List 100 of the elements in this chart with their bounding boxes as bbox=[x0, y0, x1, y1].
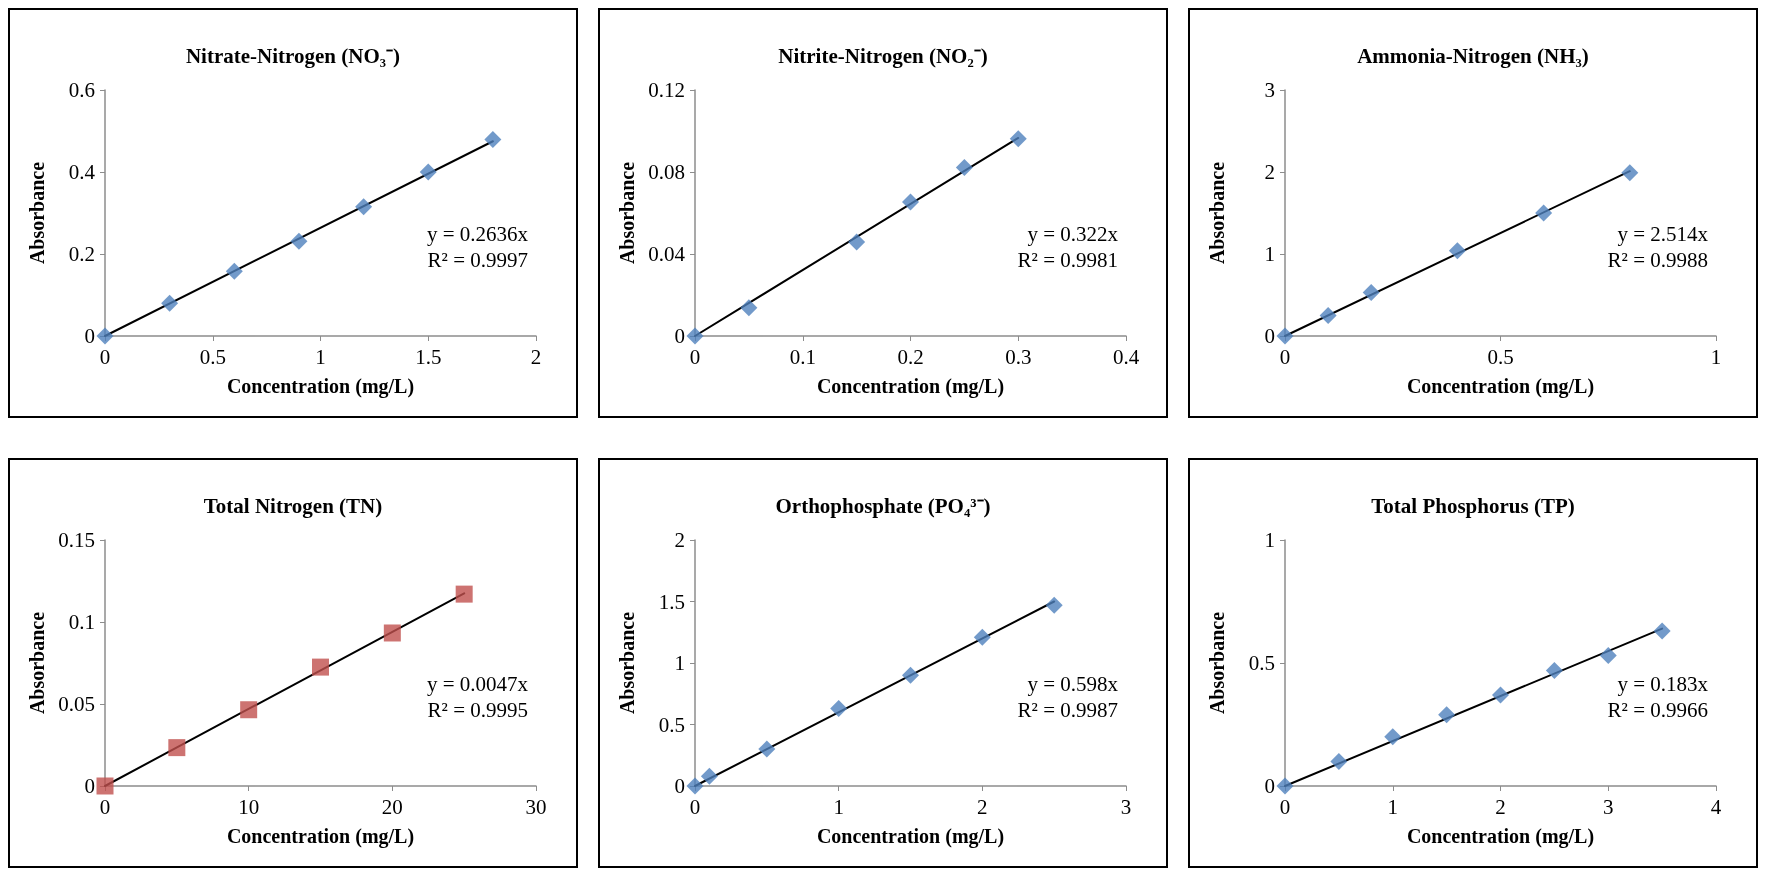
y-tick-label: 0.15 bbox=[58, 528, 95, 552]
x-axis-title: Concentration (mg/L) bbox=[816, 825, 1005, 848]
point bbox=[955, 158, 973, 176]
y-axis-title: Absorbance bbox=[616, 611, 638, 715]
point bbox=[419, 163, 437, 181]
y-tick-label: 0 bbox=[1264, 324, 1275, 348]
y-tick-label: 2 bbox=[1264, 160, 1275, 184]
point bbox=[902, 193, 919, 211]
point bbox=[1330, 752, 1348, 770]
x-axis-title: Concentration (mg/L) bbox=[226, 825, 415, 848]
point bbox=[1448, 242, 1466, 260]
annotation: y = 0.2636x bbox=[426, 221, 529, 246]
x-tick-label: 3 bbox=[1603, 794, 1614, 819]
y-tick-label: 0.2 bbox=[68, 242, 95, 266]
x-tick-label: 0.4 bbox=[1112, 344, 1140, 369]
chart-title: Total Phosphorus (TP) bbox=[1371, 493, 1575, 518]
annotation: y = 0.322x bbox=[1027, 221, 1119, 246]
point bbox=[1545, 661, 1563, 679]
point bbox=[355, 198, 373, 216]
point bbox=[168, 739, 186, 757]
point bbox=[830, 700, 848, 718]
annotation: y = 2.514x bbox=[1617, 221, 1709, 246]
point bbox=[700, 767, 718, 785]
y-tick-label: 0.5 bbox=[1248, 651, 1275, 675]
y-tick-label: 0 bbox=[674, 774, 685, 798]
point bbox=[240, 701, 258, 719]
y-axis-title: Absorbance bbox=[1206, 611, 1228, 715]
y-tick-label: 0.04 bbox=[648, 242, 686, 266]
point bbox=[1535, 204, 1553, 222]
x-axis-title: Concentration (mg/L) bbox=[1406, 825, 1595, 848]
y-tick-label: 0.08 bbox=[648, 160, 685, 184]
x-tick-label: 4 bbox=[1710, 794, 1722, 819]
x-tick-label: 1 bbox=[833, 794, 844, 819]
x-axis-title: Concentration (mg/L) bbox=[226, 375, 415, 398]
point bbox=[1492, 686, 1509, 704]
y-tick-label: 0 bbox=[84, 774, 95, 798]
chart-title: Ammonia-Nitrogen (NH₃) bbox=[1357, 43, 1589, 68]
x-axis-title: Concentration (mg/L) bbox=[816, 375, 1005, 398]
point bbox=[225, 262, 243, 280]
x-tick-label: 2 bbox=[530, 344, 542, 369]
point bbox=[383, 624, 401, 642]
point bbox=[1276, 327, 1294, 345]
point bbox=[484, 131, 502, 149]
y-tick-label: 1 bbox=[674, 651, 685, 675]
x-tick-label: 1 bbox=[315, 344, 326, 369]
point bbox=[455, 585, 473, 603]
annotation: R² = 0.9997 bbox=[427, 247, 529, 272]
x-axis-title: Concentration (mg/L) bbox=[1406, 375, 1595, 398]
point bbox=[973, 628, 991, 646]
x-tick-label: 2 bbox=[977, 794, 988, 819]
y-tick-label: 0.05 bbox=[58, 692, 95, 716]
point bbox=[1276, 777, 1294, 795]
y-tick-label: 1 bbox=[1264, 528, 1275, 552]
x-tick-label: 0.1 bbox=[789, 344, 816, 369]
point bbox=[1384, 728, 1402, 746]
chart-title: Orthophosphate (PO₄³⁻) bbox=[775, 493, 991, 518]
annotation: y = 0.598x bbox=[1027, 671, 1119, 696]
point bbox=[96, 327, 114, 345]
point bbox=[1319, 307, 1337, 324]
point bbox=[1621, 164, 1639, 182]
y-tick-label: 0.6 bbox=[68, 78, 95, 102]
x-tick-label: 0.5 bbox=[199, 344, 226, 369]
point bbox=[1599, 647, 1617, 665]
annotation: R² = 0.9981 bbox=[1017, 247, 1119, 272]
point bbox=[848, 233, 866, 251]
y-tick-label: 0 bbox=[1264, 774, 1275, 798]
x-tick-label: 30 bbox=[525, 794, 547, 819]
x-tick-label: 0.2 bbox=[897, 344, 924, 369]
point bbox=[1438, 706, 1456, 724]
annotation: R² = 0.9966 bbox=[1607, 697, 1709, 722]
point bbox=[686, 327, 704, 345]
chart-title: Nitrite-Nitrogen (NO₂⁻) bbox=[778, 43, 988, 68]
point bbox=[1362, 284, 1380, 302]
annotation: R² = 0.9995 bbox=[427, 697, 529, 722]
x-tick-label: 20 bbox=[381, 794, 403, 819]
y-tick-label: 0.5 bbox=[658, 712, 685, 737]
x-tick-label: 0.3 bbox=[1005, 344, 1032, 369]
y-tick-label: 0.1 bbox=[68, 610, 95, 634]
point bbox=[758, 740, 776, 758]
y-axis-title: Absorbance bbox=[616, 161, 638, 265]
y-tick-label: 0 bbox=[674, 324, 685, 348]
point bbox=[161, 294, 179, 312]
point bbox=[290, 232, 308, 250]
y-tick-label: 0 bbox=[84, 324, 95, 348]
annotation: R² = 0.9988 bbox=[1607, 247, 1709, 272]
x-tick-label: 0.5 bbox=[1487, 344, 1514, 369]
chart-title: Total Nitrogen (TN) bbox=[203, 493, 383, 518]
y-tick-label: 1 bbox=[1264, 242, 1275, 266]
y-axis-title: Absorbance bbox=[1206, 161, 1228, 265]
y-tick-label: 1.5 bbox=[658, 589, 685, 614]
chart-title: Nitrate-Nitrogen (NO₃⁻) bbox=[185, 43, 401, 68]
y-tick-label: 3 bbox=[1264, 78, 1275, 102]
x-tick-label: 1.5 bbox=[415, 344, 442, 369]
point bbox=[96, 777, 114, 795]
point bbox=[1009, 130, 1027, 148]
annotation: y = 0.0047x bbox=[426, 671, 529, 696]
y-axis-title: Absorbance bbox=[26, 611, 48, 715]
x-tick-label: 1 bbox=[1387, 794, 1398, 819]
point bbox=[686, 777, 704, 795]
x-tick-label: 2 bbox=[1495, 794, 1506, 819]
